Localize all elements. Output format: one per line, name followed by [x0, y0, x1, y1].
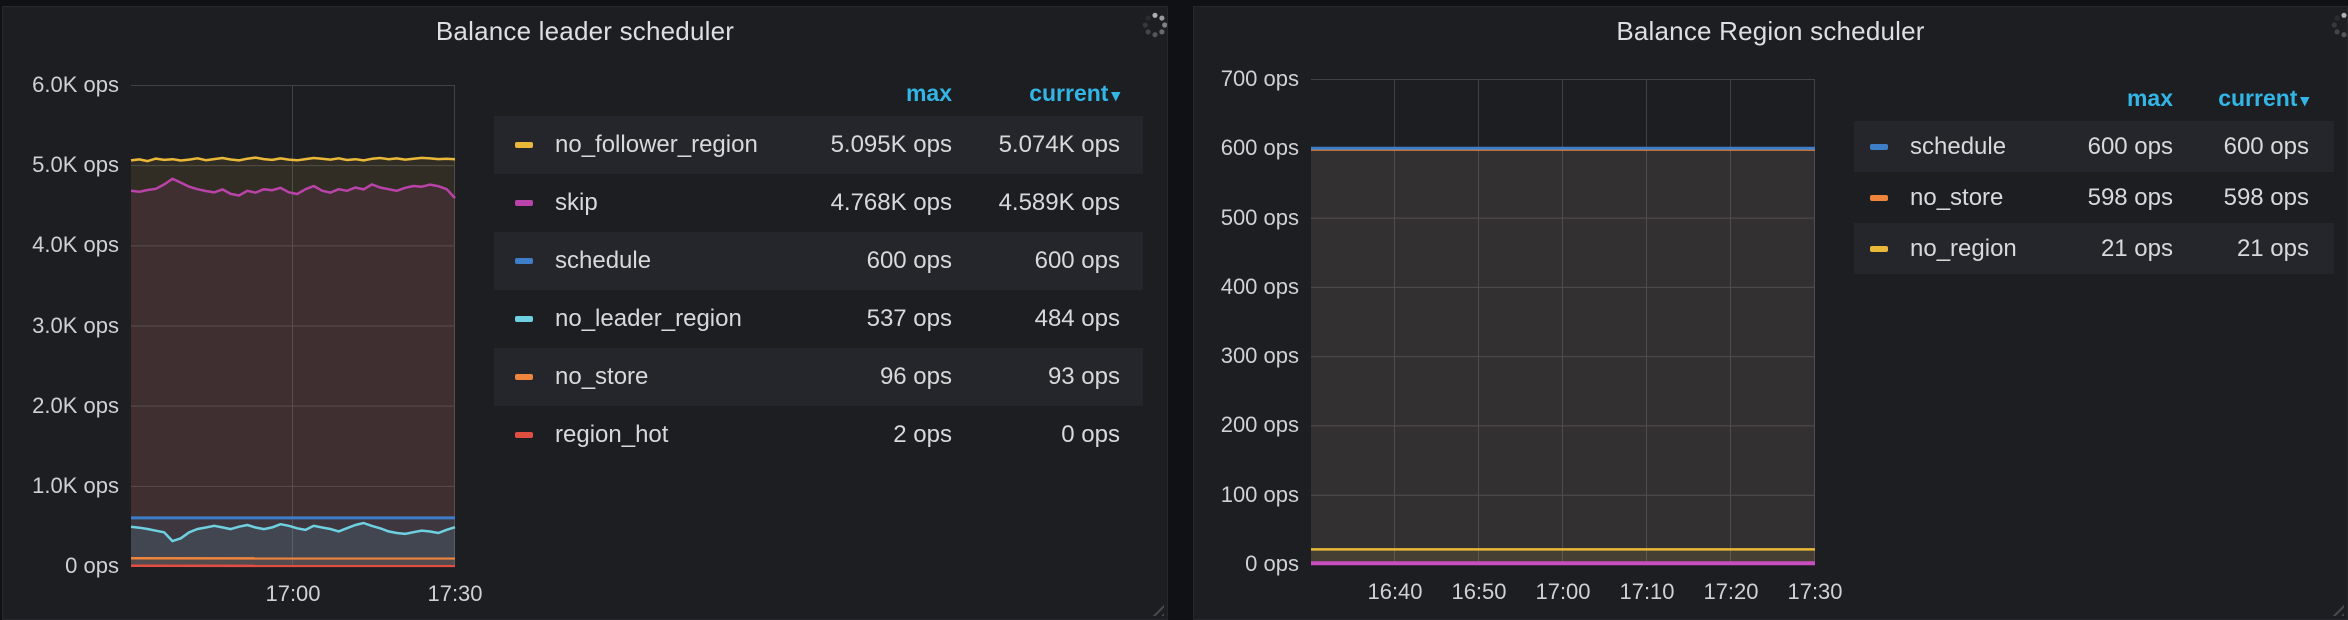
chart-area[interactable]	[130, 85, 456, 568]
series-line-no_follower_region	[130, 156, 456, 163]
legend-row[interactable]: no_leader_region 537 ops 484 ops	[494, 290, 1143, 348]
legend-row[interactable]: region_hot 2 ops 0 ops	[494, 406, 1143, 464]
legend-header: max current ▾	[494, 79, 1143, 107]
y-axis-tick-label: 300 ops	[1220, 343, 1299, 369]
series-color-swatch-icon[interactable]	[1870, 245, 1888, 252]
series-max-value: 21 ops	[2100, 234, 2173, 262]
legend-table: max current ▾ no_follower_region 5.095K ops 5…	[494, 79, 1143, 464]
series-max-value: 600 ops	[866, 247, 952, 274]
legend-row[interactable]: no_store 598 ops 598 ops	[1854, 172, 2334, 223]
panel-resize-handle[interactable]	[1149, 601, 1164, 616]
sort-caret-icon: ▾	[1111, 85, 1120, 105]
series-line-no_leader_region	[130, 521, 456, 543]
series-area-schedule	[131, 517, 455, 566]
legend-header: max current ▾	[1854, 84, 2334, 112]
series-max-value: 5.095K ops	[830, 131, 952, 158]
y-axis-tick-label: 500 ops	[1220, 204, 1299, 230]
series-color-swatch-icon[interactable]	[515, 316, 533, 322]
loading-spinner-icon	[2331, 12, 2347, 38]
y-axis-tick-label: 4.0K ops	[32, 232, 119, 258]
chart-area[interactable]	[1311, 79, 1815, 566]
series-area-skip	[131, 178, 455, 567]
legend-sort-current[interactable]: current ▾	[2218, 84, 2309, 111]
y-axis-tick-label: 700 ops	[1220, 66, 1299, 91]
series-name[interactable]: no_follower_region	[555, 131, 758, 158]
legend-row[interactable]: no_region 21 ops 21 ops	[1854, 223, 2334, 274]
series-name[interactable]: no_leader_region	[555, 305, 742, 332]
series-color-swatch-icon[interactable]	[515, 432, 533, 438]
loading-spinner-icon	[1142, 12, 1167, 38]
series-current-value: 600 ops	[1034, 247, 1120, 274]
series-max-value: 537 ops	[866, 305, 952, 332]
series-area-schedule	[1311, 148, 1815, 565]
series-area-no_store	[1311, 149, 1815, 564]
series-name[interactable]: no_store	[555, 363, 649, 390]
x-axis-tick-label: 17:20	[1703, 579, 1759, 604]
legend-table: max current ▾ schedule 600 ops 600 ops no_stor…	[1854, 84, 2334, 274]
y-axis-tick-label: 3.0K ops	[32, 312, 119, 338]
x-axis-tick-label: 16:40	[1367, 579, 1423, 604]
series-name[interactable]: region_hot	[555, 421, 669, 448]
series-max-value: 598 ops	[2087, 183, 2173, 211]
legend-sort-max[interactable]: max	[2126, 84, 2173, 111]
series-line-skip	[130, 177, 456, 199]
series-current-value: 0 ops	[1061, 421, 1120, 448]
series-current-value: 600 ops	[2223, 132, 2309, 160]
series-area-no_leader_region	[131, 523, 455, 566]
series-color-swatch-icon[interactable]	[515, 258, 533, 264]
series-name[interactable]: skip	[555, 189, 598, 216]
y-axis-tick-label: 400 ops	[1220, 273, 1299, 299]
series-current-value: 598 ops	[2223, 183, 2309, 211]
x-axis-tick-label: 17:00	[1535, 579, 1591, 604]
panel-title[interactable]: Balance Region scheduler	[1616, 16, 1925, 46]
y-axis-tick-label: 1.0K ops	[32, 472, 119, 498]
series-max-value: 2 ops	[893, 421, 952, 448]
series-current-value: 484 ops	[1034, 305, 1120, 332]
y-axis-tick-label: 0 ops	[1245, 551, 1299, 576]
series-color-swatch-icon[interactable]	[515, 142, 533, 148]
y-axis-tick-label: 2.0K ops	[32, 392, 119, 418]
panel-balance-leader-scheduler: Balance leader scheduler max current ▾ no_f…	[2, 6, 1168, 620]
series-max-value: 96 ops	[879, 363, 952, 390]
y-axis-tick-label: 0 ops	[65, 553, 119, 578]
series-area-no_region	[1311, 549, 1815, 564]
series-color-swatch-icon[interactable]	[1870, 143, 1888, 150]
y-axis-tick-label: 100 ops	[1220, 481, 1299, 507]
panel-title[interactable]: Balance leader scheduler	[435, 16, 735, 46]
x-axis-tick-label: 16:50	[1451, 579, 1507, 604]
legend-row[interactable]: no_store 96 ops 93 ops	[494, 348, 1143, 406]
x-axis-tick-label: 17:00	[265, 581, 321, 606]
series-current-value: 21 ops	[2236, 234, 2309, 262]
series-max-value: 600 ops	[2087, 132, 2173, 160]
legend-row[interactable]: no_follower_region 5.095K ops 5.074K ops	[494, 116, 1143, 174]
legend-sort-max[interactable]: max	[905, 79, 952, 106]
legend-row[interactable]: schedule 600 ops 600 ops	[494, 232, 1143, 290]
y-axis-tick-label: 200 ops	[1220, 412, 1299, 438]
y-axis-tick-label: 6.0K ops	[32, 72, 119, 97]
legend-sort-current[interactable]: current ▾	[1029, 79, 1120, 106]
legend-row[interactable]: schedule 600 ops 600 ops	[1854, 121, 2334, 172]
legend-row[interactable]: skip 4.768K ops 4.589K ops	[494, 174, 1143, 232]
sort-caret-icon: ▾	[2300, 90, 2309, 110]
x-axis-tick-label: 17:30	[1787, 579, 1843, 604]
series-name[interactable]: no_region	[1910, 234, 2017, 262]
y-axis-tick-label: 600 ops	[1220, 135, 1299, 161]
panel-balance-region-scheduler: Balance Region scheduler max current ▾ sche…	[1193, 6, 2348, 620]
panel-resize-handle[interactable]	[2329, 601, 2344, 616]
x-axis-tick-label: 17:30	[427, 581, 483, 606]
series-max-value: 4.768K ops	[830, 189, 952, 216]
series-color-swatch-icon[interactable]	[1870, 194, 1888, 201]
series-current-value: 93 ops	[1047, 363, 1120, 390]
series-current-value: 5.074K ops	[998, 131, 1120, 158]
series-current-value: 4.589K ops	[998, 189, 1120, 216]
series-name[interactable]: no_store	[1910, 183, 2004, 211]
x-axis-tick-label: 17:10	[1619, 579, 1675, 604]
series-name[interactable]: schedule	[1910, 132, 2007, 160]
series-name[interactable]: schedule	[555, 247, 652, 274]
y-axis-tick-label: 5.0K ops	[32, 152, 119, 178]
series-color-swatch-icon[interactable]	[515, 374, 533, 380]
series-area-no_store	[131, 558, 455, 566]
series-area-no_follower_region	[131, 157, 455, 566]
series-color-swatch-icon[interactable]	[515, 200, 533, 206]
